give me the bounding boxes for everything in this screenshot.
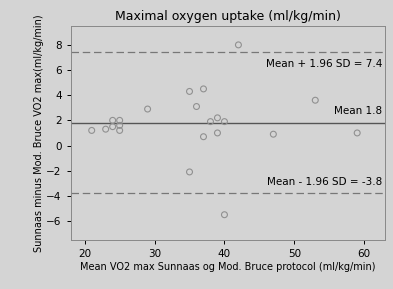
X-axis label: Mean VO2 max Sunnaas og Mod. Bruce protocol (ml/kg/min): Mean VO2 max Sunnaas og Mod. Bruce proto… bbox=[80, 262, 376, 272]
Point bbox=[221, 212, 228, 217]
Point bbox=[145, 107, 151, 111]
Point bbox=[186, 170, 193, 174]
Point bbox=[235, 42, 242, 47]
Point bbox=[116, 128, 123, 133]
Point bbox=[103, 127, 109, 131]
Point bbox=[193, 104, 200, 109]
Point bbox=[214, 131, 220, 135]
Point bbox=[221, 119, 228, 124]
Point bbox=[270, 132, 277, 136]
Point bbox=[186, 89, 193, 94]
Point bbox=[200, 134, 207, 139]
Point bbox=[116, 123, 123, 128]
Point bbox=[312, 98, 318, 103]
Title: Maximal oxygen uptake (ml/kg/min): Maximal oxygen uptake (ml/kg/min) bbox=[115, 10, 341, 23]
Point bbox=[110, 124, 116, 129]
Text: Mean + 1.96 SD = 7.4: Mean + 1.96 SD = 7.4 bbox=[266, 59, 382, 69]
Point bbox=[208, 119, 214, 124]
Text: Mean - 1.96 SD = -3.8: Mean - 1.96 SD = -3.8 bbox=[267, 177, 382, 187]
Point bbox=[214, 116, 220, 120]
Point bbox=[88, 128, 95, 133]
Text: Mean 1.8: Mean 1.8 bbox=[334, 106, 382, 116]
Point bbox=[354, 131, 360, 135]
Point bbox=[116, 118, 123, 123]
Point bbox=[200, 87, 207, 91]
Y-axis label: Sunnaas minus Mod. Bruce VO2 max(ml/kg/min): Sunnaas minus Mod. Bruce VO2 max(ml/kg/m… bbox=[33, 14, 44, 252]
Point bbox=[110, 118, 116, 123]
